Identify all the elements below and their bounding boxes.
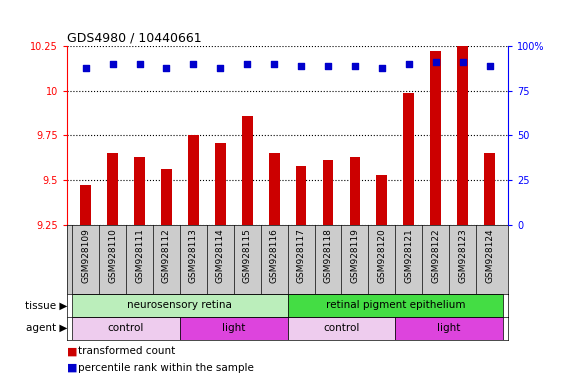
Text: GDS4980 / 10440661: GDS4980 / 10440661 bbox=[67, 32, 202, 45]
Bar bbox=[403, 93, 414, 225]
Bar bbox=[322, 161, 333, 225]
Text: GSM928113: GSM928113 bbox=[189, 228, 198, 283]
Point bbox=[189, 61, 198, 67]
Text: ■: ■ bbox=[67, 363, 77, 373]
Text: light: light bbox=[222, 323, 245, 333]
Bar bbox=[188, 136, 199, 225]
Point bbox=[350, 63, 360, 69]
Bar bbox=[288, 317, 395, 340]
Bar bbox=[80, 185, 91, 225]
Bar bbox=[134, 157, 145, 225]
Bar bbox=[395, 317, 503, 340]
Point bbox=[431, 59, 440, 65]
Text: GSM928110: GSM928110 bbox=[108, 228, 117, 283]
Bar bbox=[72, 317, 180, 340]
Bar bbox=[242, 116, 253, 225]
Text: GSM928120: GSM928120 bbox=[377, 228, 386, 283]
Text: GSM928117: GSM928117 bbox=[296, 228, 306, 283]
Text: GSM928118: GSM928118 bbox=[324, 228, 332, 283]
Point bbox=[296, 63, 306, 69]
Text: GSM928111: GSM928111 bbox=[135, 228, 144, 283]
Point bbox=[216, 65, 225, 71]
Bar bbox=[215, 142, 225, 225]
Text: GSM928112: GSM928112 bbox=[162, 228, 171, 283]
Bar bbox=[457, 46, 468, 225]
Text: GSM928115: GSM928115 bbox=[243, 228, 252, 283]
Bar bbox=[288, 294, 503, 317]
Point bbox=[242, 61, 252, 67]
Point bbox=[404, 61, 414, 67]
Point bbox=[162, 65, 171, 71]
Text: transformed count: transformed count bbox=[78, 346, 175, 356]
Text: control: control bbox=[108, 323, 144, 333]
Bar bbox=[296, 166, 306, 225]
Text: neurosensory retina: neurosensory retina bbox=[127, 300, 232, 310]
Bar bbox=[376, 175, 387, 225]
Text: light: light bbox=[437, 323, 461, 333]
Point bbox=[81, 65, 90, 71]
Text: GSM928119: GSM928119 bbox=[350, 228, 360, 283]
Point bbox=[135, 61, 144, 67]
Text: agent ▶: agent ▶ bbox=[26, 323, 67, 333]
Bar bbox=[431, 51, 441, 225]
Point bbox=[270, 61, 279, 67]
Text: GSM928116: GSM928116 bbox=[270, 228, 279, 283]
Text: GSM928122: GSM928122 bbox=[431, 228, 440, 283]
Text: GSM928121: GSM928121 bbox=[404, 228, 413, 283]
Point bbox=[324, 63, 333, 69]
Text: GSM928124: GSM928124 bbox=[485, 228, 494, 283]
Text: retinal pigment epithelium: retinal pigment epithelium bbox=[325, 300, 465, 310]
Point bbox=[485, 63, 494, 69]
Text: GSM928123: GSM928123 bbox=[458, 228, 467, 283]
Bar bbox=[180, 317, 288, 340]
Point bbox=[458, 59, 467, 65]
Text: GSM928109: GSM928109 bbox=[81, 228, 90, 283]
Point bbox=[108, 61, 117, 67]
Bar bbox=[72, 294, 288, 317]
Bar bbox=[269, 153, 279, 225]
Text: ■: ■ bbox=[67, 346, 77, 356]
Bar bbox=[484, 153, 495, 225]
Text: control: control bbox=[323, 323, 360, 333]
Bar bbox=[350, 157, 360, 225]
Text: percentile rank within the sample: percentile rank within the sample bbox=[78, 363, 254, 373]
Bar bbox=[161, 169, 172, 225]
Text: tissue ▶: tissue ▶ bbox=[25, 300, 67, 310]
Point bbox=[377, 65, 386, 71]
Bar bbox=[107, 153, 118, 225]
Text: GSM928114: GSM928114 bbox=[216, 228, 225, 283]
